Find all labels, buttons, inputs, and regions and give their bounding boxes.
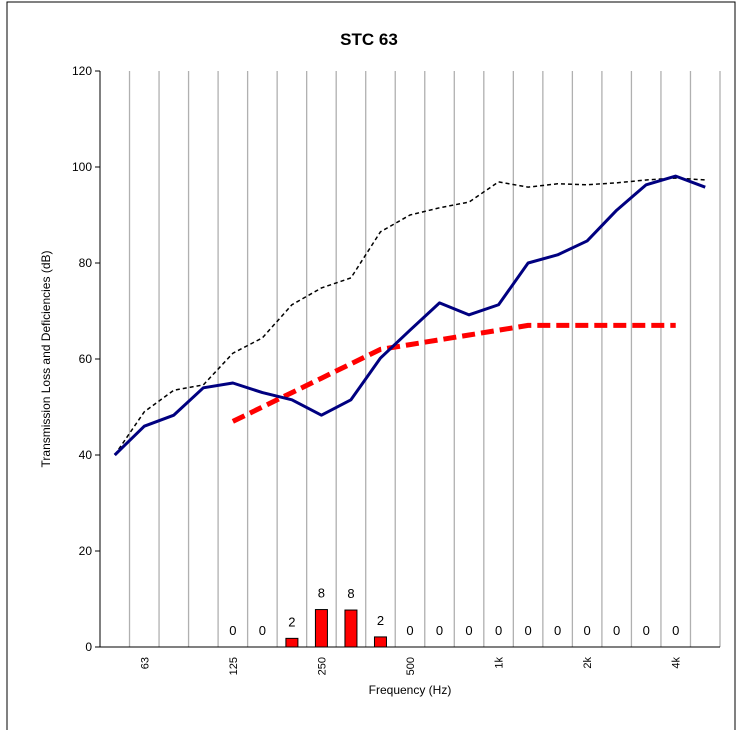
deficiency-bar: [373, 636, 387, 648]
bar-value-label: 0: [524, 623, 531, 638]
x-tick-label: 63: [139, 657, 151, 669]
bar-value-label: 0: [259, 623, 266, 638]
bar-value-label: 0: [495, 623, 502, 638]
chart-border: [6, 1, 736, 730]
series-line: [231, 322, 676, 424]
y-tick-label: 120: [72, 64, 92, 78]
bar-value-label: 0: [465, 623, 472, 638]
y-tick-label: 60: [79, 352, 93, 366]
bar-value-label: 0: [436, 623, 443, 638]
x-tick-label: 500: [405, 657, 417, 675]
y-tick-label: 40: [79, 448, 93, 462]
y-tick-label: 80: [79, 256, 93, 270]
bar-value-label: 8: [318, 586, 325, 601]
bar-value-label: 0: [672, 623, 679, 638]
bar-value-label: 0: [229, 623, 236, 638]
series-line: [114, 177, 706, 456]
y-tick-label: 20: [79, 544, 93, 558]
bar-value-label: 2: [377, 613, 384, 628]
x-tick-label: 4k: [671, 657, 683, 669]
y-tick-label: 100: [72, 160, 92, 174]
series-line: [113, 174, 706, 457]
bar-value-label: 2: [288, 614, 295, 629]
bar-value-label: 0: [643, 623, 650, 638]
chart-title: STC 63: [340, 30, 398, 49]
deficiency-bar: [314, 609, 328, 648]
bar-value-label: 0: [613, 623, 620, 638]
x-tick-label: 1k: [494, 657, 506, 669]
x-tick-label: 125: [228, 657, 240, 675]
x-tick-label: 2k: [582, 657, 594, 669]
bar-value-label: 0: [406, 623, 413, 638]
bar-value-label: 0: [554, 623, 561, 638]
deficiency-bar: [285, 637, 299, 648]
bar-value-label: 0: [584, 623, 591, 638]
y-axis-label: Transmission Loss and Deficiencies (dB): [39, 251, 53, 468]
bar-value-label: 8: [347, 586, 354, 601]
deficiency-bar: [344, 609, 358, 648]
y-tick-label: 0: [85, 640, 92, 654]
x-tick-label: 250: [316, 657, 328, 675]
x-axis-label: Frequency (Hz): [369, 683, 452, 697]
